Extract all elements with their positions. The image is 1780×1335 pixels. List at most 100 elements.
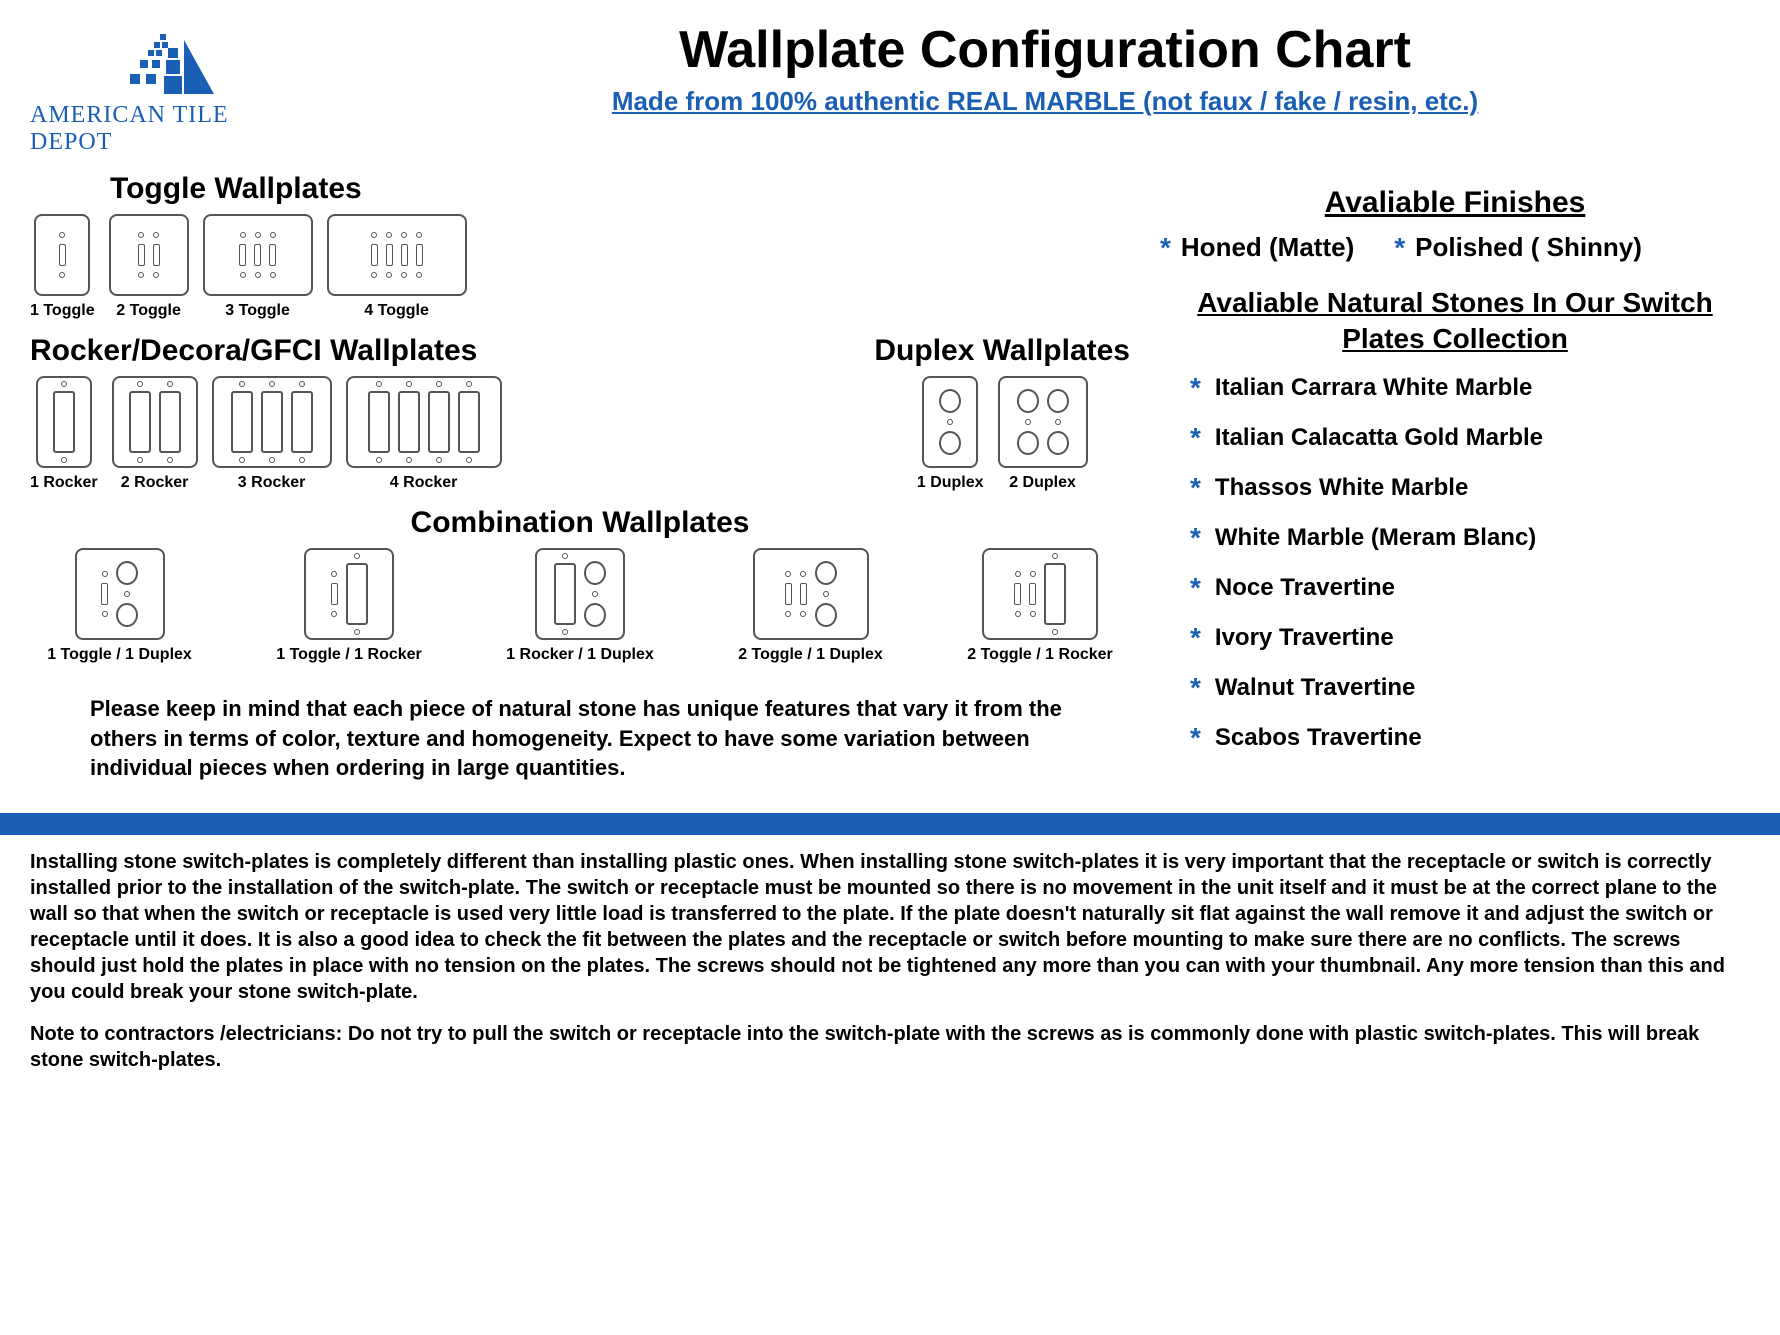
- duplex-gang: [1017, 389, 1039, 455]
- wallplate-label: 1 Toggle / 1 Duplex: [47, 646, 192, 664]
- stone-item: * Italian Carrara White Marble: [1190, 374, 1750, 402]
- stone-label: Walnut Travertine: [1215, 674, 1415, 702]
- stone-item: *Scabos Travertine: [1190, 724, 1750, 752]
- toggle-gang: [101, 571, 108, 617]
- finish-item: *Honed (Matte): [1160, 232, 1354, 263]
- subtitle-link[interactable]: Made from 100% authentic REAL MARBLE (no…: [612, 86, 1478, 116]
- rocker-gang: [53, 381, 75, 463]
- toggle-gang: [138, 232, 145, 278]
- rocker-gang: [398, 381, 420, 463]
- wallplate-item: 3 Rocker: [212, 376, 332, 492]
- asterisk-icon: *: [1190, 574, 1201, 602]
- asterisk-icon: *: [1190, 474, 1201, 502]
- wallplate-label: 1 Rocker / 1 Duplex: [506, 646, 654, 664]
- toggle-gang: [269, 232, 276, 278]
- wallplate-label: 4 Toggle: [364, 302, 429, 320]
- stone-item: * Thassos White Marble: [1190, 474, 1750, 502]
- wallplate-label: 3 Rocker: [238, 474, 306, 492]
- wallplate-item: 4 Toggle: [327, 214, 467, 320]
- rocker-gang: [291, 381, 313, 463]
- wallplate-diagram: [998, 376, 1088, 468]
- toggle-gang: [331, 571, 338, 617]
- wallplate-diagram: [109, 214, 189, 296]
- asterisk-icon: *: [1190, 424, 1201, 452]
- stone-label: White Marble (Meram Blanc): [1215, 524, 1536, 552]
- wallplate-diagram: [327, 214, 467, 296]
- stone-label: Thassos White Marble: [1215, 474, 1468, 502]
- header: AMERICAN TILE DEPOT Wallplate Configurat…: [30, 20, 1750, 156]
- variation-note: Please keep in mind that each piece of n…: [90, 694, 1070, 783]
- duplex-gang: [815, 561, 837, 627]
- combo-heading: Combination Wallplates: [30, 506, 1130, 540]
- finish-label: Polished ( Shinny): [1415, 232, 1642, 263]
- wallplate-item: 2 Toggle / 1 Rocker: [967, 548, 1113, 664]
- wallplate-diagram: [112, 376, 198, 468]
- combo-section: Combination Wallplates 1 Toggle / 1 Dupl…: [30, 506, 1130, 664]
- toggle-gang: [416, 232, 423, 278]
- toggle-heading: Toggle Wallplates: [110, 172, 1130, 206]
- wallplate-diagram: [982, 548, 1098, 640]
- wallplate-diagram: [203, 214, 313, 296]
- rocker-gang: [261, 381, 283, 463]
- wallplate-label: 2 Rocker: [121, 474, 189, 492]
- wallplate-diagram: [304, 548, 394, 640]
- wallplate-diagram: [34, 214, 90, 296]
- finishes-list: *Honed (Matte)* Polished ( Shinny): [1160, 232, 1750, 263]
- rocker-gang: [554, 553, 576, 635]
- toggle-gang: [371, 232, 378, 278]
- wallplate-diagram: [346, 376, 502, 468]
- asterisk-icon: *: [1190, 624, 1201, 652]
- stone-item: * Ivory Travertine: [1190, 624, 1750, 652]
- stone-label: Ivory Travertine: [1215, 624, 1394, 652]
- wallplate-diagram: [753, 548, 869, 640]
- stone-item: *White Marble (Meram Blanc): [1190, 524, 1750, 552]
- stone-item: *Walnut Travertine: [1190, 674, 1750, 702]
- toggle-gang: [785, 571, 792, 617]
- wallplate-diagram: [212, 376, 332, 468]
- duplex-gang: [939, 389, 961, 455]
- toggle-gang: [239, 232, 246, 278]
- wallplate-item: 1 Rocker / 1 Duplex: [506, 548, 654, 664]
- wallplate-item: 1 Toggle / 1 Rocker: [276, 548, 422, 664]
- wallplate-item: 4 Rocker: [346, 376, 502, 492]
- toggle-gang: [1029, 571, 1036, 617]
- stone-label: Italian Carrara White Marble: [1215, 374, 1532, 402]
- toggle-gang: [386, 232, 393, 278]
- wallplate-label: 1 Rocker: [30, 474, 98, 492]
- rocker-gang: [428, 381, 450, 463]
- wallplate-label: 3 Toggle: [225, 302, 290, 320]
- wallplate-item: 1 Toggle / 1 Duplex: [47, 548, 192, 664]
- toggle-gang: [59, 232, 66, 278]
- page-title: Wallplate Configuration Chart: [340, 20, 1750, 80]
- rocker-gang: [368, 381, 390, 463]
- wallplate-label: 2 Toggle: [116, 302, 181, 320]
- wallplate-item: 1 Rocker: [30, 376, 98, 492]
- toggle-gang: [254, 232, 261, 278]
- wallplate-item: 3 Toggle: [203, 214, 313, 320]
- duplex-gang: [1047, 389, 1069, 455]
- duplex-section: Duplex Wallplates 1 Duplex2 Duplex: [874, 328, 1130, 500]
- wallplate-item: 2 Toggle: [109, 214, 189, 320]
- stone-item: * Italian Calacatta Gold Marble: [1190, 424, 1750, 452]
- stone-label: Noce Travertine: [1215, 574, 1395, 602]
- finishes-title: Avaliable Finishes: [1160, 186, 1750, 220]
- wallplate-item: 1 Duplex: [917, 376, 984, 492]
- brand-logo: AMERICAN TILE DEPOT: [30, 20, 300, 156]
- wallplate-diagram: [75, 548, 165, 640]
- rocker-gang: [458, 381, 480, 463]
- wallplate-item: 2 Toggle / 1 Duplex: [738, 548, 883, 664]
- install-paragraph-1: Installing stone switch-plates is comple…: [30, 849, 1750, 1005]
- asterisk-icon: *: [1190, 374, 1201, 402]
- stone-item: * Noce Travertine: [1190, 574, 1750, 602]
- main-content: Toggle Wallplates 1 Toggle2 Toggle3 Togg…: [30, 166, 1750, 793]
- wallplate-label: 1 Toggle / 1 Rocker: [276, 646, 422, 664]
- wallplate-label: 2 Duplex: [1009, 474, 1076, 492]
- asterisk-icon: *: [1160, 234, 1171, 262]
- stones-list: * Italian Carrara White Marble * Italian Ca…: [1160, 374, 1750, 752]
- duplex-gang: [584, 561, 606, 627]
- toggle-gang: [153, 232, 160, 278]
- install-paragraph-2: Note to contractors /electricians: Do no…: [30, 1021, 1750, 1073]
- stone-label: Italian Calacatta Gold Marble: [1215, 424, 1543, 452]
- logo-icon: [110, 30, 220, 100]
- brand-name: AMERICAN TILE DEPOT: [30, 102, 300, 156]
